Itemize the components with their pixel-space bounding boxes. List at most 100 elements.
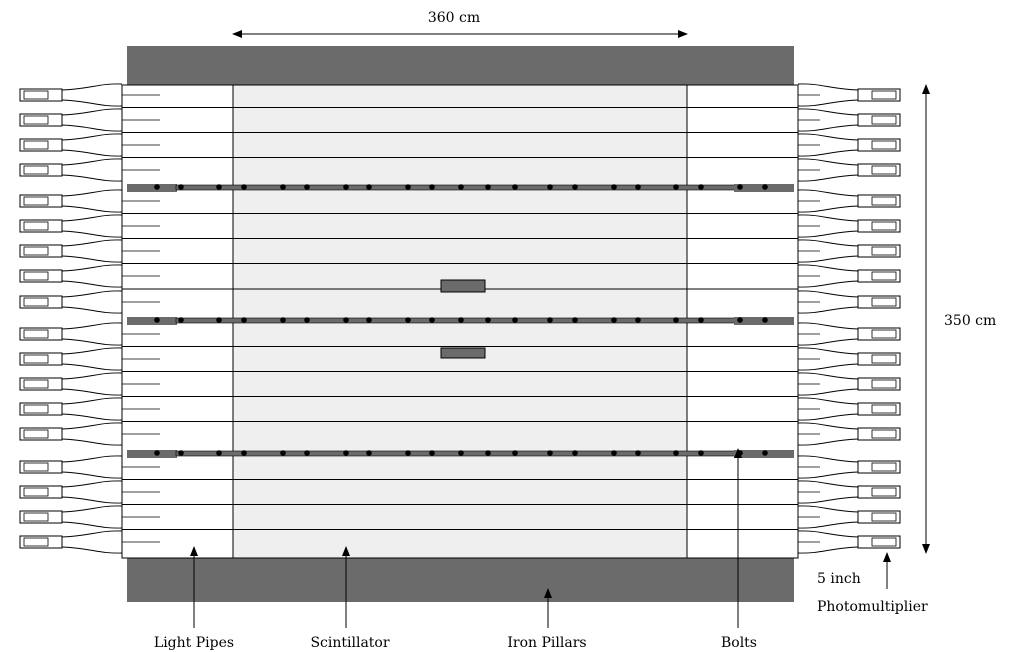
bolt (458, 317, 464, 323)
bolt (366, 317, 372, 323)
center-plate-lower (440, 347, 486, 359)
light-guide-edge (797, 174, 859, 182)
photomultiplier-window (23, 329, 49, 339)
bolt (405, 184, 411, 190)
bar-end-left (127, 317, 177, 325)
light-guide-edge (797, 471, 859, 479)
iron-pillar-bottom (127, 558, 794, 602)
bolt (429, 450, 435, 456)
photomultiplier-window (23, 90, 49, 100)
light-guide-edge (61, 422, 123, 430)
light-guide-edge (61, 397, 123, 405)
light-guide-edge (61, 264, 123, 272)
light-guide-edge (797, 546, 859, 554)
bolt (241, 317, 247, 323)
light-guide-edge (797, 505, 859, 513)
bolt (485, 450, 491, 456)
bolt (216, 317, 222, 323)
bolt (762, 184, 768, 190)
light-guide-edge (797, 290, 859, 298)
light-guide-edge (797, 264, 859, 272)
photomultiplier-window (871, 246, 897, 256)
iron-bars (127, 184, 794, 458)
light-guide-edge (797, 124, 859, 132)
photomultiplier-window (871, 462, 897, 472)
scintillator-dividers (122, 107, 798, 530)
iron-pillars-label: Iron Pillars (507, 635, 586, 651)
light-guide-edge (797, 149, 859, 157)
bolt (762, 317, 768, 323)
light-guide-edge (61, 546, 123, 554)
photomultiplier-window (871, 354, 897, 364)
bolt (547, 184, 553, 190)
bolt (429, 184, 435, 190)
bolt (280, 317, 286, 323)
photomultiplier-window (871, 297, 897, 307)
bolt (572, 450, 578, 456)
light-guide-edge (797, 413, 859, 421)
light-guide-edge (797, 363, 859, 371)
bolt (178, 450, 184, 456)
light-guide-edge (797, 521, 859, 529)
bolts-label: Bolts (721, 635, 757, 651)
light-guide-edge (797, 338, 859, 346)
photomultiplier-window (871, 429, 897, 439)
light-guide-edge (61, 505, 123, 513)
bolt (611, 317, 617, 323)
bolt (429, 317, 435, 323)
light-pipes-label: Light Pipes (154, 635, 234, 651)
bolt (304, 450, 310, 456)
photomultiplier-array (19, 83, 901, 554)
light-guide-edge (61, 338, 123, 346)
bolt (512, 317, 518, 323)
bar-end-left (127, 184, 177, 192)
bolt (737, 317, 743, 323)
light-guide-edge (61, 189, 123, 197)
light-guide-edge (61, 306, 123, 314)
photomultiplier-window (23, 462, 49, 472)
bolt (366, 450, 372, 456)
iron-bar (175, 184, 737, 191)
iron-bar (175, 450, 737, 457)
light-guide-edge (61, 99, 123, 107)
bolt (635, 184, 641, 190)
bolt (547, 450, 553, 456)
light-guide-edge (61, 280, 123, 288)
width-dimension-label: 360 cm (428, 10, 480, 26)
light-guide-edge (61, 158, 123, 166)
bar-end-left (127, 450, 177, 458)
bolt (154, 450, 160, 456)
light-guide-edge (797, 189, 859, 197)
photomultiplier-window (871, 379, 897, 389)
bolt (241, 184, 247, 190)
bolt (304, 184, 310, 190)
light-guide-edge (797, 214, 859, 222)
photomultiplier-window (23, 196, 49, 206)
light-guide-edge (797, 372, 859, 380)
photomultiplier-window (871, 140, 897, 150)
light-guide-edge (61, 388, 123, 396)
photomultiplier-window (23, 221, 49, 231)
bolt (673, 317, 679, 323)
photomultiplier-window (871, 221, 897, 231)
light-guide-edge (797, 280, 859, 288)
photomultiplier-window (23, 487, 49, 497)
light-guide-edge (61, 214, 123, 222)
light-guide-edge (61, 480, 123, 488)
light-guide-edge (797, 397, 859, 405)
bolt (405, 317, 411, 323)
bolt (458, 450, 464, 456)
photomultiplier-window (871, 537, 897, 547)
bolt (343, 184, 349, 190)
light-guide-edge (61, 108, 123, 116)
light-guide-edge (61, 530, 123, 538)
iron-pillar-top (127, 46, 794, 85)
light-guide-edge (797, 205, 859, 213)
bolt (216, 450, 222, 456)
light-guide-edge (61, 438, 123, 446)
light-guide-edge (61, 363, 123, 371)
light-guide-edge (797, 322, 859, 330)
light-guide-edge (61, 255, 123, 263)
light-guide-edge (61, 83, 123, 91)
light-guide-edge (797, 455, 859, 463)
